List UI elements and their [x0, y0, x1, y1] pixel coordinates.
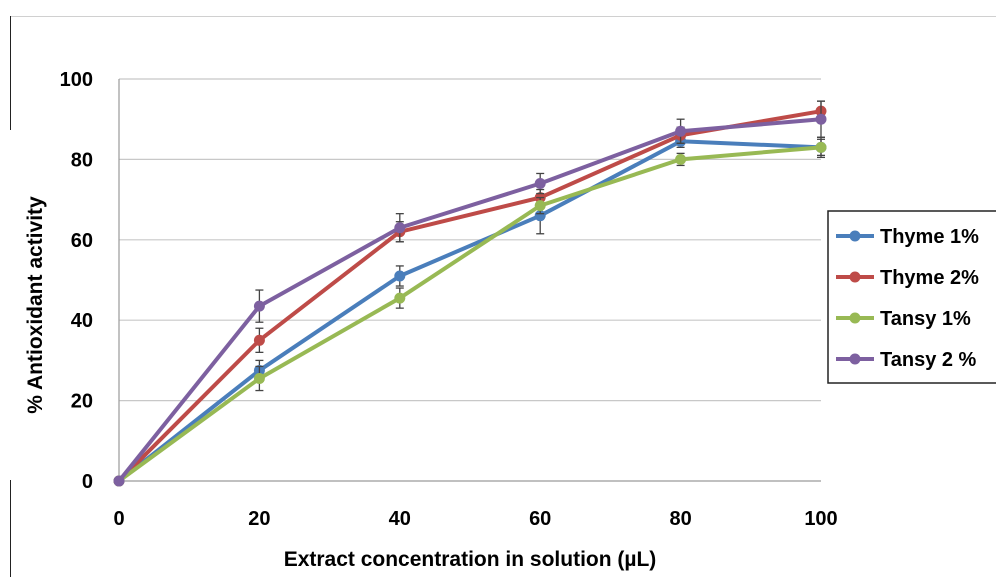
- legend: Thyme 1% Thyme 2% Tansy 1% Tansy 2 %: [827, 210, 996, 384]
- legend-swatch-marker: [849, 312, 861, 324]
- series-4: [113, 100, 827, 487]
- frame-border-left-lower: [10, 480, 11, 577]
- data-point: [394, 270, 406, 282]
- y-tick-label: 100: [60, 69, 93, 91]
- x-tick-label: 100: [804, 508, 837, 530]
- x-tick-label: 0: [113, 508, 124, 530]
- legend-label: Tansy 1%: [880, 308, 971, 330]
- legend-label: Thyme 2%: [880, 267, 979, 289]
- y-tick-label: 40: [71, 310, 93, 332]
- data-point: [815, 113, 827, 125]
- data-point: [534, 178, 546, 190]
- x-tick-label: 40: [389, 508, 411, 530]
- series-line: [117, 117, 822, 483]
- x-tick-label: 20: [248, 508, 270, 530]
- legend-label: Thyme 1%: [880, 226, 979, 248]
- legend-swatch-marker: [849, 353, 861, 365]
- data-point: [394, 292, 406, 304]
- y-tick-label: 60: [71, 230, 93, 252]
- data-point: [113, 475, 125, 487]
- tick-labels: 0 20 40 60 80 100 0 20 40 60 80 100: [60, 69, 838, 530]
- axes: [118, 79, 821, 482]
- data-point: [253, 372, 265, 384]
- x-tick-label: 80: [669, 508, 691, 530]
- data-point: [534, 200, 546, 212]
- legend-entry-4: Tansy 2 %: [836, 349, 977, 371]
- legend-entry-1: Thyme 1%: [836, 226, 979, 248]
- legend-entry-2: Thyme 2%: [836, 267, 979, 289]
- x-tick-label: 60: [529, 508, 551, 530]
- y-axis-title: % Antioxidant activity: [24, 196, 47, 414]
- data-point: [815, 141, 827, 153]
- y-tick-label: 20: [71, 391, 93, 413]
- legend-label: Tansy 2 %: [880, 349, 977, 371]
- series-layer: [113, 100, 827, 487]
- frame-border-left-upper: [10, 16, 11, 130]
- series-1: [113, 134, 827, 487]
- legend-swatch-marker: [849, 271, 861, 283]
- gridlines: [119, 78, 821, 402]
- data-point: [253, 300, 265, 312]
- frame-border-top: [10, 16, 996, 17]
- x-axis-title: Extract concentration in solution (µL): [284, 548, 657, 571]
- data-point: [534, 210, 546, 222]
- data-point: [675, 125, 687, 137]
- series-3: [113, 136, 827, 487]
- series-line: [117, 109, 822, 483]
- data-point: [675, 153, 687, 165]
- y-tick-label: 80: [71, 149, 93, 171]
- series-line: [117, 139, 822, 483]
- data-point: [253, 334, 265, 346]
- y-tick-label: 0: [82, 471, 93, 493]
- legend-entry-3: Tansy 1%: [836, 308, 971, 330]
- legend-swatch-marker: [849, 230, 861, 242]
- data-point: [394, 222, 406, 234]
- series-line: [117, 145, 822, 483]
